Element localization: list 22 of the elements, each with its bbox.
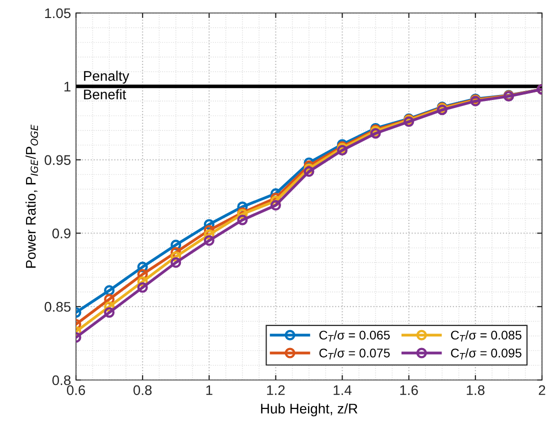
- y-axis-title: Power Ratio, P$_{IGE}$/P$_{OGE}$: [26, 124, 38, 268]
- legend-label: C$_{T}$/σ = 0.065: [319, 330, 390, 342]
- y-tick-label: 1.05: [45, 8, 71, 18]
- x-tick-label: 1.2: [267, 385, 285, 395]
- legend-label: C$_{T}$/σ = 0.085: [451, 330, 522, 342]
- y-tick-label: 0.95: [44, 155, 71, 165]
- x-tick-label: 1.6: [400, 385, 418, 396]
- legend-label: C$_{T}$/σ = 0.075: [319, 348, 390, 360]
- x-tick-label: 0.6: [66, 385, 86, 396]
- x-tick-label: 1: [206, 385, 212, 395]
- y-tick-label: 0.9: [52, 228, 70, 238]
- annotation: Penalty: [84, 70, 130, 84]
- x-axis-title: Hub Height, z/R: [261, 403, 358, 416]
- x-tick-label: 0.8: [133, 385, 152, 396]
- x-tick-label: 2: [538, 385, 546, 395]
- annotation: Benefit: [84, 89, 126, 100]
- legend-label: C$_{T}$/σ = 0.095: [451, 348, 522, 360]
- y-tick-label: 0.85: [44, 302, 71, 312]
- y-tick-label: 0.8: [52, 375, 71, 386]
- x-tick-label: 1.4: [334, 385, 352, 395]
- x-tick-label: 1.8: [466, 385, 484, 396]
- y-tick-label: 1: [64, 82, 70, 92]
